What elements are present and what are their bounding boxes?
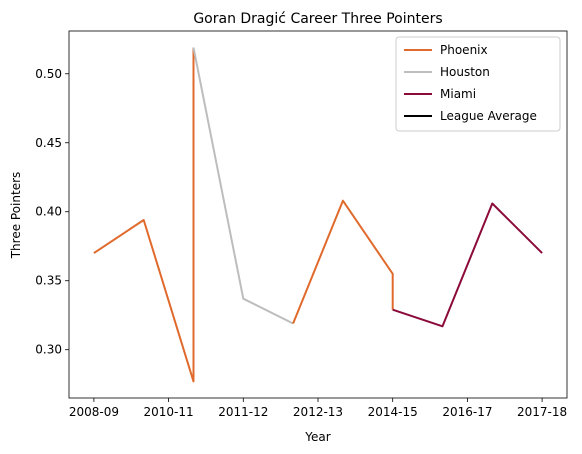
y-tick-label: 0.50 xyxy=(35,67,62,81)
x-tick-label: 2016-17 xyxy=(442,405,492,419)
series-line-miami xyxy=(392,202,543,328)
legend-label: League Average xyxy=(440,109,537,123)
legend-label: Houston xyxy=(440,65,490,79)
y-tick-label: 0.45 xyxy=(35,136,62,150)
series-line-phoenix xyxy=(292,199,394,324)
legend-box xyxy=(395,36,561,132)
x-tick-label: 2012-13 xyxy=(293,405,343,419)
x-tick-label: 2008-09 xyxy=(69,405,119,419)
legend-label: Miami xyxy=(440,87,476,101)
y-axis-label: Three Pointers xyxy=(9,172,23,260)
series-line-houston xyxy=(192,47,294,325)
plot-area: 2008-09 2010-11 2011-12 2012-13 2014-15 2016-… xyxy=(35,30,568,419)
y-tick-label: 0.30 xyxy=(35,343,62,357)
y-tick-label: 0.40 xyxy=(35,205,62,219)
y-tick-label: 0.35 xyxy=(35,274,62,288)
x-tick-label: 2014-15 xyxy=(368,405,418,419)
series-line-phoenix xyxy=(93,47,195,383)
legend-label: Phoenix xyxy=(440,43,488,57)
x-tick-label: 2011-12 xyxy=(218,405,268,419)
x-tick-label: 2017-18 xyxy=(517,405,567,419)
x-tick-label: 2010-11 xyxy=(144,405,194,419)
chart-title: Goran Dragić Career Three Pointers xyxy=(193,11,442,27)
x-axis-label: Year xyxy=(304,430,330,444)
